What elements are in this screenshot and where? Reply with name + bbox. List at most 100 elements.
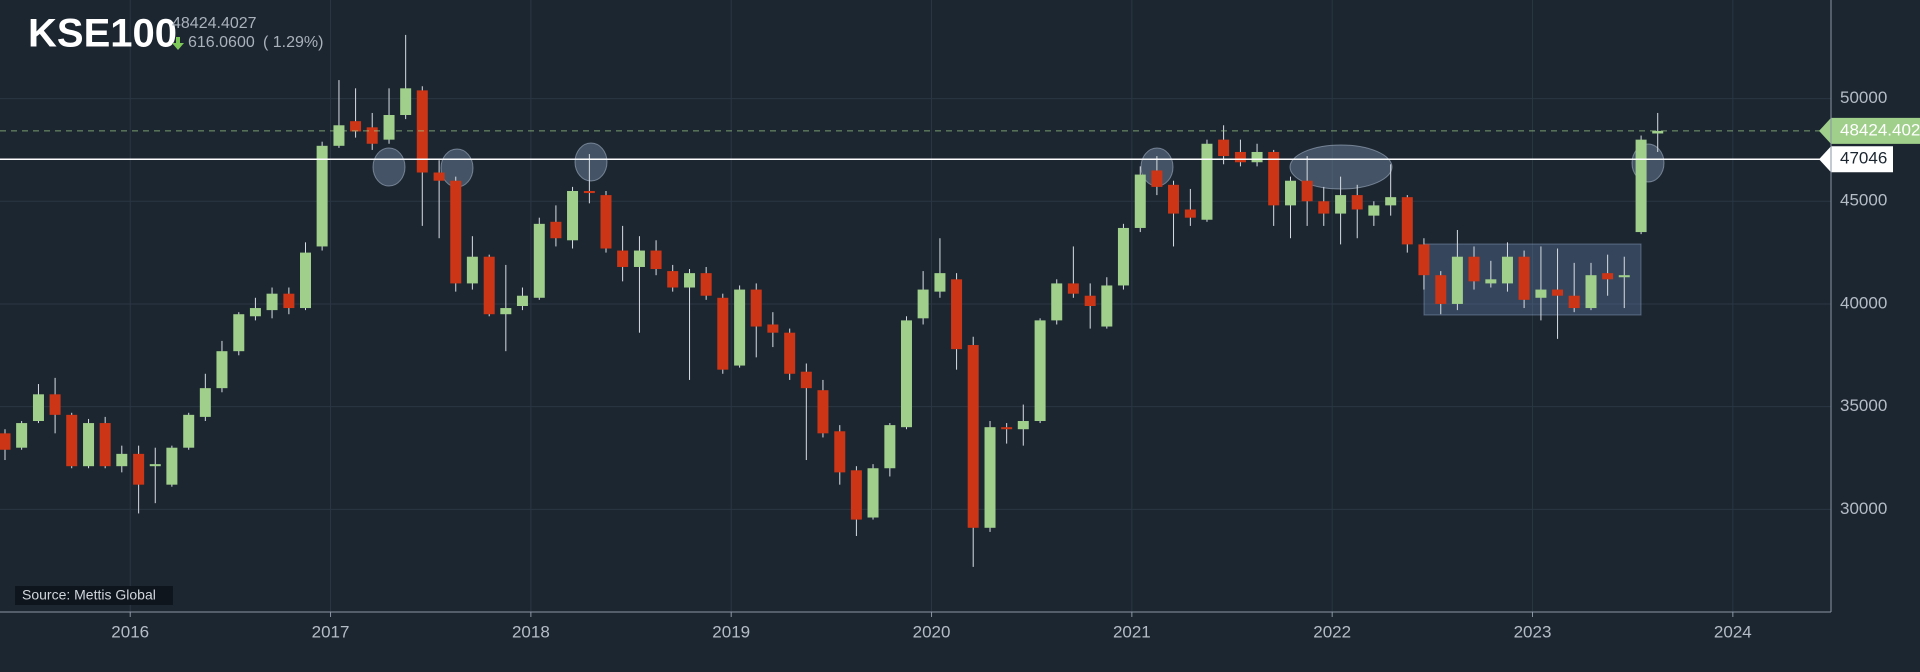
candle-body: [1518, 256, 1530, 300]
candle-body: [316, 145, 328, 247]
candle-body: [767, 324, 779, 333]
candle-body: [717, 297, 729, 370]
candle-body: [149, 464, 161, 467]
candle-body: [416, 90, 428, 173]
candle-body: [1001, 427, 1013, 430]
candle-body: [466, 256, 478, 284]
candle-body: [83, 423, 95, 467]
candle-body: [1268, 151, 1280, 206]
y-tick-label: 30000: [1840, 499, 1887, 518]
candle-body: [266, 293, 278, 311]
y-tick-label: 35000: [1840, 396, 1887, 415]
annotation-circle: [372, 147, 406, 187]
last-price: 48424.4027: [172, 15, 257, 32]
levels: 48424.402 47046: [0, 117, 1920, 173]
candle-body: [1585, 275, 1597, 309]
x-tick-label: 2024: [1714, 622, 1752, 641]
candle-body: [1301, 180, 1313, 202]
candle-body: [233, 314, 245, 352]
candle-body: [1568, 295, 1580, 309]
x-tick-label: 2023: [1514, 622, 1552, 641]
candle-body: [867, 468, 879, 518]
candle-body: [1468, 256, 1480, 282]
candle-body: [633, 250, 645, 267]
candle-body: [249, 308, 261, 317]
level-label-box: [1819, 146, 1893, 173]
candle-body: [934, 273, 946, 292]
y-tick-label: 50000: [1840, 88, 1887, 107]
candle-body: [951, 279, 963, 350]
candle-body: [1234, 151, 1246, 163]
candle-body: [617, 250, 629, 267]
candle-body: [483, 256, 495, 315]
candle-body: [1552, 289, 1564, 296]
candle-body: [1067, 283, 1079, 294]
candle-body: [1418, 244, 1430, 276]
candle-body: [350, 121, 362, 132]
candle-body: [1084, 295, 1096, 306]
candle-body: [1117, 227, 1129, 286]
candle-body: [850, 470, 862, 520]
y-tick-label: 45000: [1840, 191, 1887, 210]
candle-body: [1251, 151, 1263, 163]
change: 616.0600: [188, 34, 255, 51]
candle-body: [1201, 143, 1213, 220]
price-label-box: [1819, 117, 1920, 144]
candle-body: [533, 223, 545, 298]
candle-body: [1318, 201, 1330, 214]
source-box: [15, 586, 173, 605]
y-tick-label: 40000: [1840, 293, 1887, 312]
candle-body: [1451, 256, 1463, 304]
candle-body: [433, 172, 445, 181]
candle-body: [1101, 285, 1113, 327]
x-tick-label: 2018: [512, 622, 550, 641]
candle-body: [216, 351, 228, 389]
candle-body: [550, 221, 562, 239]
candle-body: [1435, 275, 1447, 304]
candle-body: [1385, 197, 1397, 206]
candle-body: [16, 423, 28, 448]
annotation-circle: [574, 142, 608, 182]
candle-body: [1652, 130, 1664, 134]
candle-body: [166, 447, 178, 485]
chart-title: KSE100: [28, 12, 177, 56]
candle-body: [66, 414, 78, 467]
candle-body: [650, 250, 662, 270]
candle-body: [516, 295, 528, 306]
candle-body: [600, 195, 612, 249]
candle-body: [1635, 139, 1647, 233]
candle-body: [450, 180, 462, 284]
candle-body: [383, 115, 395, 140]
candle-body: [1218, 139, 1230, 157]
candle-body: [500, 308, 512, 315]
candle-body: [667, 271, 679, 288]
candle-body: [300, 252, 312, 309]
candle-body: [700, 273, 712, 296]
x-tick-label: 2020: [913, 622, 951, 641]
source: Source: Mettis Global: [22, 587, 156, 603]
candle-body: [1017, 421, 1029, 430]
candle-body: [199, 388, 211, 417]
change-pct: ( 1.29%): [263, 34, 323, 51]
candle-body: [1485, 279, 1497, 284]
candle-body: [333, 125, 345, 146]
candle-body: [32, 394, 44, 422]
candle-body: [834, 431, 846, 473]
candle-body: [884, 425, 896, 469]
candle-body: [1618, 275, 1630, 278]
candle-body: [1168, 184, 1180, 214]
candle-body: [784, 332, 796, 374]
candle-body: [283, 293, 295, 309]
candle-body: [1602, 273, 1614, 280]
x-tick-label: 2022: [1313, 622, 1351, 641]
candle-body: [1151, 170, 1163, 187]
candle-body: [49, 394, 61, 415]
candle-body: [1134, 174, 1146, 228]
candle-body: [1034, 320, 1046, 422]
candle-body: [750, 289, 762, 327]
candle-body: [366, 127, 378, 144]
level-label: 47046: [1840, 149, 1887, 168]
candle-body: [1351, 195, 1363, 210]
candle-body: [567, 190, 579, 241]
candle-body: [116, 453, 128, 467]
